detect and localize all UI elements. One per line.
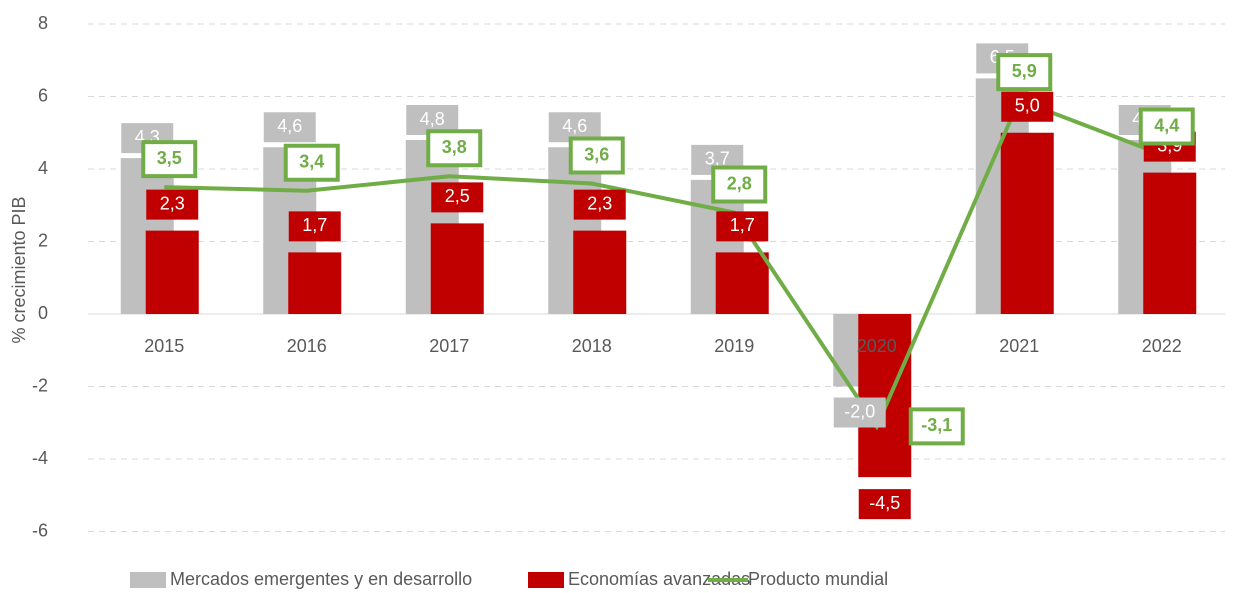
bar bbox=[858, 314, 912, 478]
value-label-box bbox=[716, 211, 769, 242]
value-label: 3,4 bbox=[299, 152, 324, 172]
y-tick-label: -2 bbox=[32, 375, 48, 395]
value-label-box bbox=[146, 189, 199, 220]
line bbox=[164, 97, 1163, 431]
value-label: 2,3 bbox=[160, 193, 185, 213]
bar bbox=[1000, 132, 1054, 314]
bar bbox=[288, 252, 342, 314]
legend-swatch bbox=[130, 572, 166, 588]
y-tick-label: -4 bbox=[32, 448, 48, 468]
legend-swatch bbox=[528, 572, 564, 588]
value-label-box bbox=[1001, 91, 1054, 122]
value-label: 1,7 bbox=[302, 215, 327, 235]
value-label: -3,1 bbox=[921, 415, 952, 435]
value-label-box bbox=[833, 397, 886, 428]
y-tick-label: 6 bbox=[38, 85, 48, 105]
x-tick-label: 2021 bbox=[999, 336, 1039, 356]
value-label: 1,7 bbox=[730, 215, 755, 235]
y-tick-label: 8 bbox=[38, 13, 48, 33]
value-label: 4,6 bbox=[277, 116, 302, 136]
value-label: 2,8 bbox=[727, 173, 752, 193]
bar bbox=[145, 230, 199, 314]
value-label: 4,6 bbox=[562, 116, 587, 136]
value-label-box bbox=[568, 136, 625, 175]
value-label: 4,4 bbox=[1154, 115, 1179, 135]
bar bbox=[715, 252, 769, 314]
value-label-box bbox=[573, 189, 626, 220]
bar bbox=[573, 230, 627, 314]
value-label: 2,3 bbox=[587, 193, 612, 213]
value-label-box bbox=[711, 165, 768, 204]
value-label-box bbox=[1138, 107, 1195, 146]
value-label-box bbox=[263, 112, 316, 143]
value-label-box bbox=[996, 53, 1053, 92]
value-label: -4,5 bbox=[869, 493, 900, 513]
legend-label: Mercados emergentes y en desarrollo bbox=[170, 569, 472, 589]
y-tick-label: 4 bbox=[38, 158, 48, 178]
value-label-box bbox=[141, 140, 198, 179]
y-tick-label: 2 bbox=[38, 230, 48, 250]
x-tick-label: 2015 bbox=[144, 336, 184, 356]
value-label: 3,5 bbox=[157, 148, 182, 168]
x-tick-label: 2018 bbox=[572, 336, 612, 356]
value-label: 4,8 bbox=[420, 109, 445, 129]
x-tick-label: 2017 bbox=[429, 336, 469, 356]
value-label: 2,5 bbox=[445, 186, 470, 206]
value-label: 5,0 bbox=[1015, 96, 1040, 116]
value-label: 3,8 bbox=[442, 137, 467, 157]
value-label-box bbox=[431, 182, 484, 213]
y-axis-label: % crecimiento PIB bbox=[9, 196, 29, 343]
y-tick-label: -6 bbox=[32, 520, 48, 540]
value-label-box bbox=[288, 211, 341, 242]
value-label-box bbox=[283, 143, 340, 182]
x-tick-label: 2016 bbox=[287, 336, 327, 356]
x-tick-label: 2019 bbox=[714, 336, 754, 356]
value-label: 3,7 bbox=[705, 149, 730, 169]
value-label: 5,9 bbox=[1012, 61, 1037, 81]
legend-label: Producto mundial bbox=[748, 569, 888, 589]
value-label: -2,0 bbox=[844, 401, 875, 421]
value-label: 3,6 bbox=[584, 144, 609, 164]
y-tick-label: 0 bbox=[38, 303, 48, 323]
value-label-box bbox=[426, 129, 483, 168]
bar bbox=[1143, 172, 1197, 314]
bar bbox=[430, 223, 484, 314]
value-label-box bbox=[858, 489, 911, 520]
x-tick-label: 2022 bbox=[1142, 336, 1182, 356]
x-tick-label: 2020 bbox=[857, 336, 897, 356]
value-label-box bbox=[908, 407, 965, 446]
legend-label: Economías avanzadas bbox=[568, 569, 750, 589]
